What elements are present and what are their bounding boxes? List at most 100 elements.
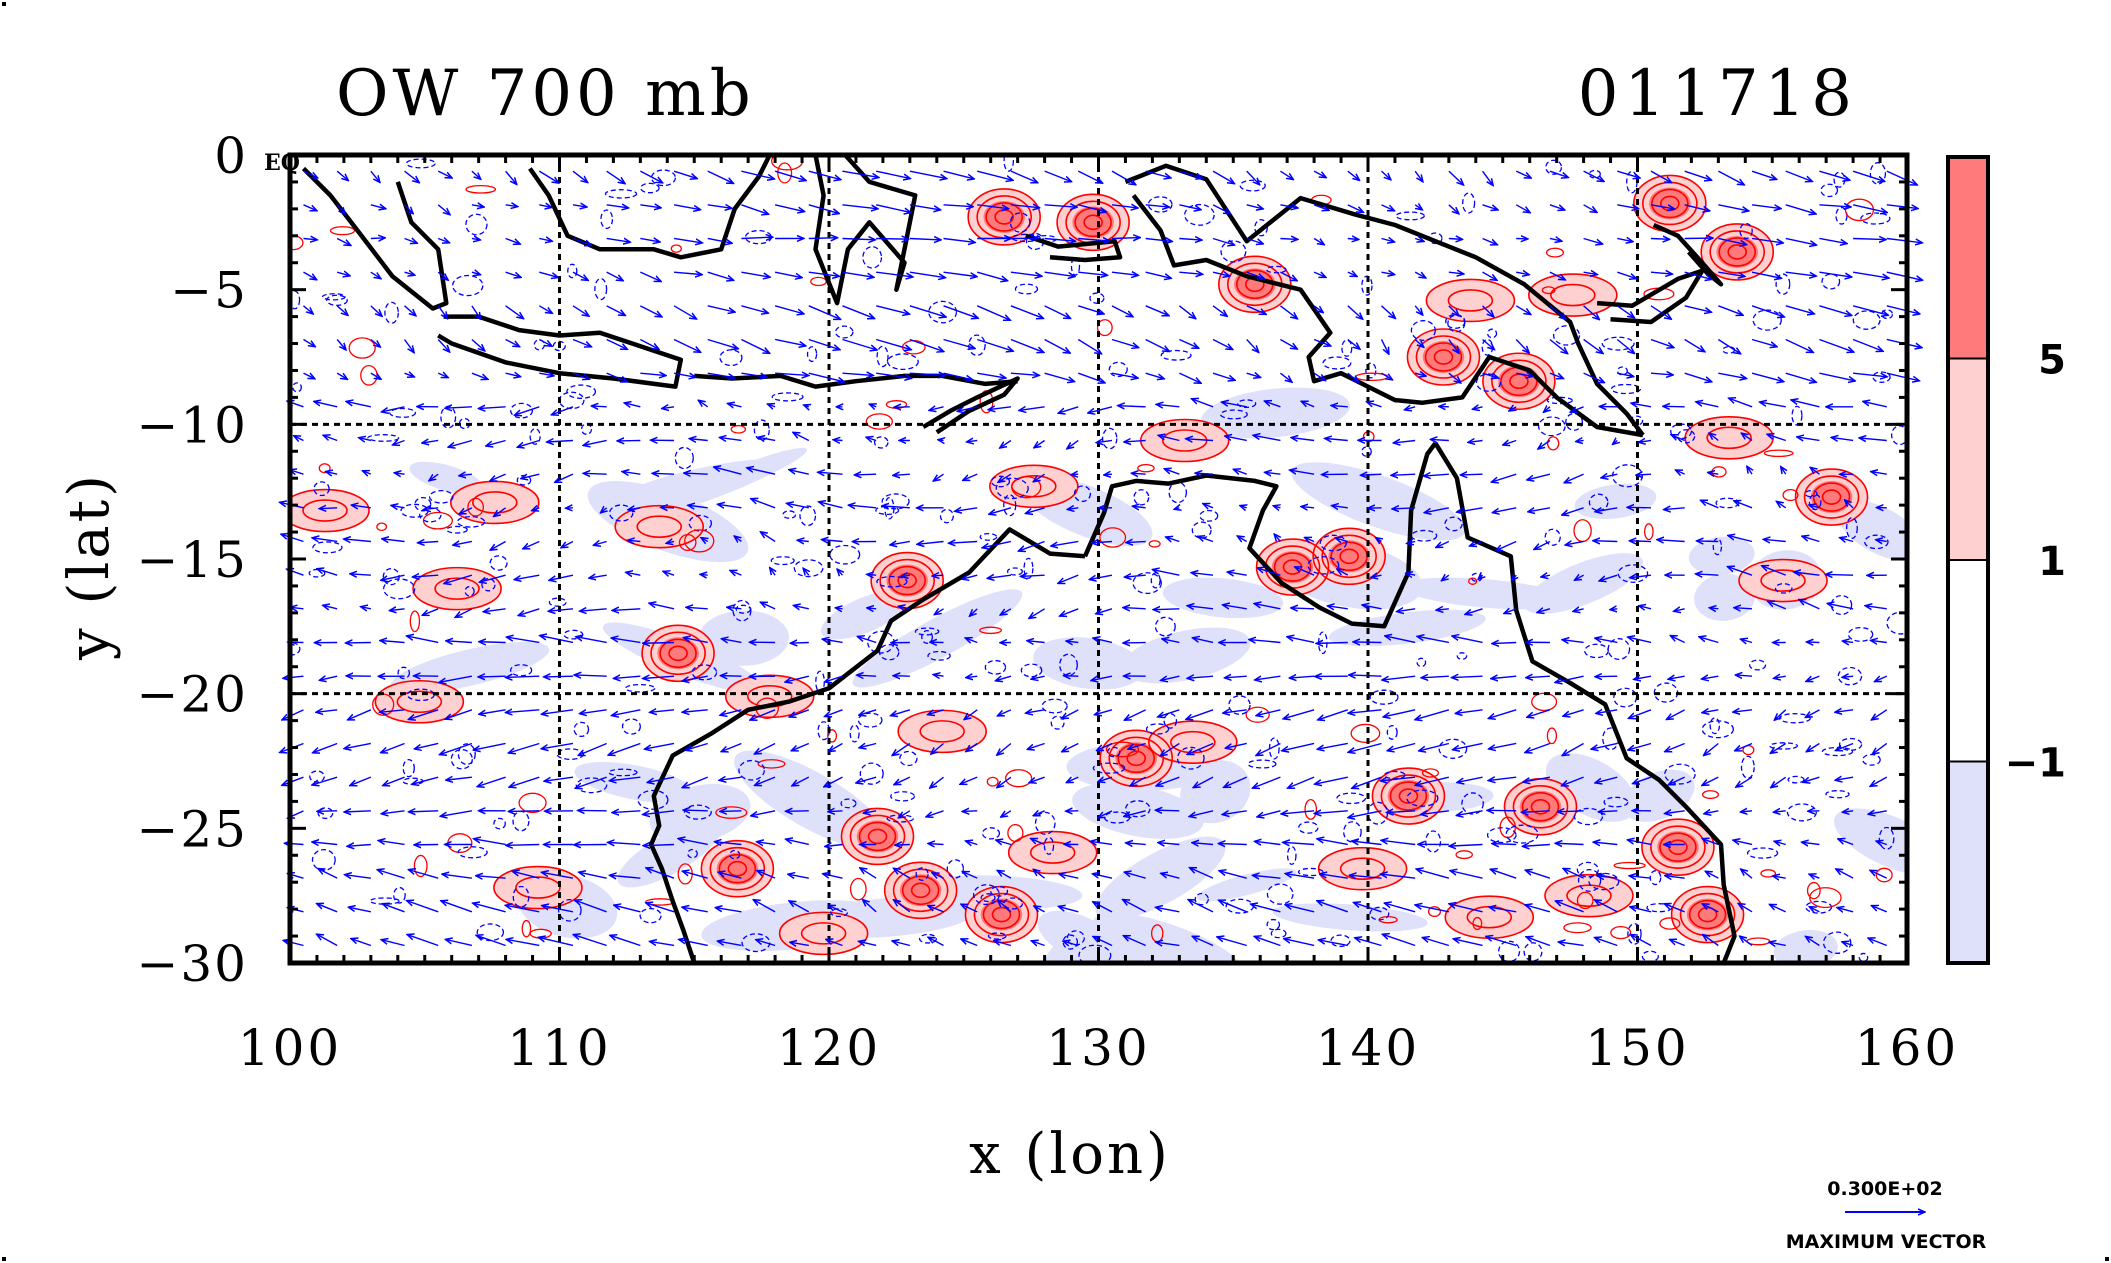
wind-vector xyxy=(392,440,405,445)
wind-vector xyxy=(682,675,708,681)
positive-contour xyxy=(1455,850,1473,860)
wind-vector xyxy=(351,505,371,508)
wind-vector xyxy=(1026,710,1045,713)
wind-vector xyxy=(1153,609,1180,610)
y-tick-label: −25 xyxy=(136,800,248,858)
wind-vector xyxy=(441,901,473,913)
wind-vector xyxy=(854,474,877,475)
positive-contour xyxy=(412,566,502,611)
negative-contour xyxy=(1163,713,1178,729)
negative-contour xyxy=(881,493,910,510)
colorbar-bands xyxy=(1947,156,1989,964)
positive-contour xyxy=(1809,887,1842,909)
negative-ow-patch xyxy=(1834,808,1907,877)
wind-vector xyxy=(407,901,439,913)
negative-contour xyxy=(921,629,933,644)
wind-vector xyxy=(1029,776,1045,783)
positive-contour xyxy=(1641,818,1715,876)
wind-vector xyxy=(933,473,944,481)
negative-contour xyxy=(367,434,400,442)
ow-region-high xyxy=(983,200,1025,233)
coastline-new-britain xyxy=(1596,268,1705,325)
negative-contour xyxy=(1878,826,1895,850)
wind-vector xyxy=(682,907,708,913)
wind-vector xyxy=(673,170,697,178)
positive-contour xyxy=(1482,352,1556,411)
negative-contour xyxy=(389,407,417,418)
positive-contour xyxy=(641,624,715,683)
wind-vector xyxy=(303,238,317,239)
wind-vector xyxy=(1031,941,1045,946)
positive-contour xyxy=(302,499,348,522)
wind-vector xyxy=(1044,271,1075,276)
y-tick-label: −30 xyxy=(136,935,248,993)
negative-contour xyxy=(829,544,861,565)
wind-vector xyxy=(707,305,735,312)
wind-vector xyxy=(707,271,734,280)
wind-vector xyxy=(882,506,910,508)
positive-contour xyxy=(614,504,705,549)
negative-contour xyxy=(1821,273,1841,290)
negative-contour xyxy=(1627,923,1642,945)
negative-contour xyxy=(979,532,998,541)
wind-vector xyxy=(1663,406,1685,407)
wind-vector xyxy=(747,468,776,475)
wind-vector xyxy=(407,935,439,947)
wind-vector xyxy=(303,373,314,379)
wind-vector xyxy=(575,900,607,913)
wind-vector xyxy=(650,710,675,713)
wind-vector xyxy=(508,811,540,812)
negative-contour xyxy=(1041,698,1068,714)
negative-contour xyxy=(1537,416,1566,437)
coastline-australia-north xyxy=(1082,441,1438,629)
positive-contour xyxy=(1321,534,1377,579)
negative-contour xyxy=(1034,811,1056,835)
colorbar-band xyxy=(1947,156,1989,360)
negative-contour xyxy=(1837,666,1863,686)
wind-vector xyxy=(790,942,809,945)
wind-vector xyxy=(892,941,911,946)
wind-vector xyxy=(720,709,742,715)
wind-vector xyxy=(486,439,506,445)
ow-region-moderate xyxy=(1318,847,1407,890)
negative-ow-patch xyxy=(1328,609,1486,647)
positive-contour xyxy=(849,814,906,859)
ow-region-moderate xyxy=(725,675,814,718)
positive-contour xyxy=(515,876,561,899)
positive-contour xyxy=(1245,706,1270,723)
negative-contour xyxy=(876,575,908,588)
colorbar-band xyxy=(1947,559,1989,763)
negative-contour xyxy=(1565,412,1583,431)
positive-contour xyxy=(1218,255,1292,314)
wind-vector xyxy=(909,338,944,351)
wind-vector xyxy=(875,305,910,314)
wind-vector xyxy=(1044,372,1075,381)
positive-contour xyxy=(1550,283,1596,307)
wind-vector xyxy=(317,934,338,947)
wind-vector xyxy=(787,503,809,509)
negative-ow-patch xyxy=(574,761,695,803)
wind-vector xyxy=(943,271,978,276)
positive-contour xyxy=(1339,857,1386,881)
negative-contour xyxy=(1386,724,1398,740)
wind-vector xyxy=(876,170,910,178)
negative-contour xyxy=(1107,746,1121,758)
wind-vector xyxy=(505,305,524,319)
negative-contour xyxy=(489,555,508,571)
positive-contour xyxy=(1056,193,1130,252)
positive-contour xyxy=(1148,540,1161,548)
wind-vector xyxy=(514,406,540,415)
wind-vector xyxy=(505,237,521,244)
wind-vector xyxy=(1696,541,1719,542)
positive-contour xyxy=(1782,488,1799,502)
wind-vector xyxy=(640,305,662,317)
positive-contour xyxy=(409,610,421,633)
wind-vector xyxy=(721,742,742,751)
wind-vector xyxy=(662,407,675,409)
wind-vector xyxy=(614,905,641,913)
wind-vector xyxy=(303,170,317,178)
wind-vector xyxy=(544,776,574,781)
vector-legend-label: MAXIMUM VECTOR xyxy=(1786,1231,1987,1253)
wind-vector xyxy=(760,532,776,543)
wind-vector xyxy=(572,271,588,280)
